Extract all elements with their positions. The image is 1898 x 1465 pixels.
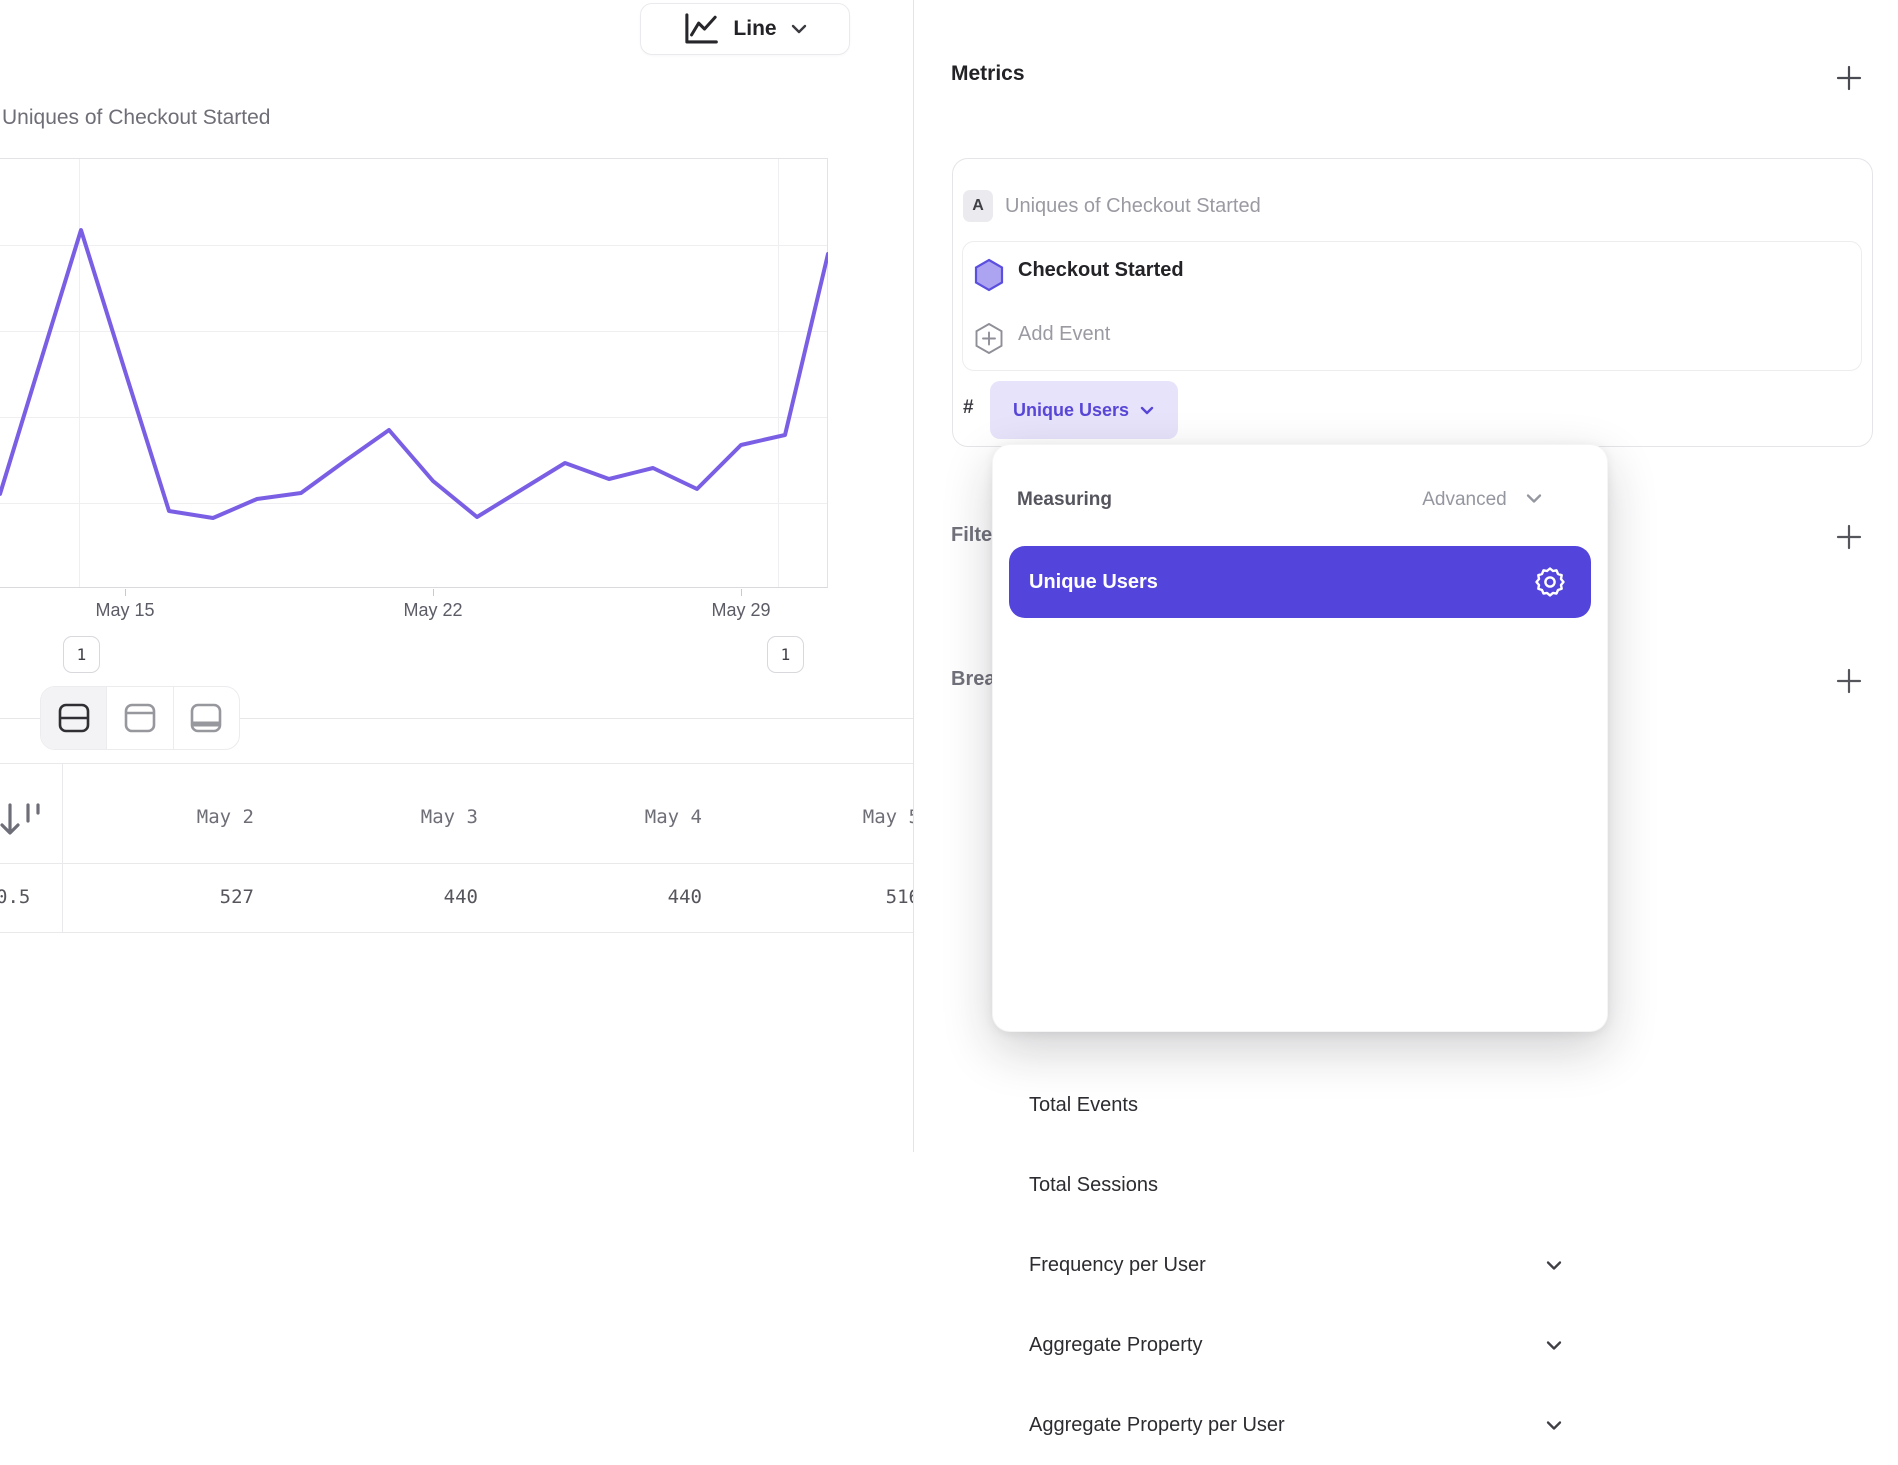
chevron-down-icon <box>1544 1259 1564 1272</box>
chevron-down-icon <box>1544 1419 1564 1432</box>
chart-pane: Line Uniques of Checkout Started May 15 M… <box>0 0 914 1152</box>
add-event-hexagon-plus-icon <box>974 322 1004 355</box>
x-axis-tick <box>741 589 742 596</box>
event-name[interactable]: Checkout Started <box>1018 259 1184 281</box>
x-axis-tick <box>433 589 434 596</box>
table-header-may2[interactable]: May 2 <box>196 806 254 828</box>
v-gridline <box>778 159 779 587</box>
table-header-may4[interactable]: May 4 <box>644 806 702 828</box>
table-column-border <box>62 763 63 932</box>
table-row-border <box>0 932 913 933</box>
table-cell-value[interactable]: 440 <box>667 886 702 908</box>
line-chart-icon <box>681 10 721 48</box>
metrics-section-title: Metrics <box>951 62 1025 85</box>
menu-item-aggregate-property[interactable]: Aggregate Property <box>993 1305 1607 1385</box>
add-filter-button[interactable] <box>1835 523 1863 551</box>
h-gridline <box>0 417 827 418</box>
table-only-view-icon <box>190 703 222 733</box>
chevron-down-icon <box>1544 1339 1564 1352</box>
table-header-may5[interactable]: May 5 <box>862 806 913 828</box>
table-cell-value[interactable]: 516 <box>885 886 913 908</box>
chart-type-label: Line <box>733 17 777 40</box>
chart-type-button[interactable]: Line <box>640 3 850 55</box>
advanced-mode-toggle[interactable]: Advanced <box>1422 489 1544 511</box>
h-gridline <box>0 503 827 504</box>
view-toggle-chart-only[interactable] <box>107 687 174 749</box>
event-hexagon-icon <box>974 258 1004 292</box>
chart-only-view-icon <box>124 703 156 733</box>
line-chart-plot-area[interactable] <box>0 158 828 596</box>
metric-summary: Uniques of Checkout Started <box>1005 195 1261 217</box>
view-toggle-split[interactable] <box>41 687 108 749</box>
x-axis-label: May 15 <box>95 600 155 620</box>
h-gridline <box>0 331 827 332</box>
chevron-down-icon <box>1139 405 1155 416</box>
measuring-label: Measuring <box>1017 489 1113 510</box>
h-gridline <box>0 245 827 246</box>
add-event-button[interactable]: Add Event <box>1018 323 1111 345</box>
table-cell-value[interactable]: 440 <box>443 886 478 908</box>
metric-card: A Uniques of Checkout Started Checkout S… <box>952 158 1873 447</box>
add-breakdown-button[interactable] <box>1835 667 1863 695</box>
menu-item-aggregate-property-per-user[interactable]: Aggregate Property per User <box>993 1385 1607 1465</box>
table-header-border <box>0 863 913 864</box>
add-metric-button[interactable] <box>1835 64 1863 92</box>
view-toggle-table-only[interactable] <box>174 687 239 749</box>
v-gridline <box>79 159 80 587</box>
table-header-may3[interactable]: May 3 <box>420 806 478 828</box>
chevron-down-icon <box>789 22 809 36</box>
split-view-icon <box>58 703 90 733</box>
count-symbol: # <box>963 397 974 418</box>
measure-chip[interactable]: Unique Users <box>990 381 1178 439</box>
menu-item-total-events[interactable]: Total Events <box>1029 1093 1138 1116</box>
gear-icon[interactable] <box>1535 567 1565 597</box>
annotation-badge-2[interactable]: 1 <box>767 636 804 673</box>
metric-letter-badge: A <box>963 190 993 222</box>
sort-descending-icon[interactable] <box>0 802 52 840</box>
view-toggle <box>40 686 240 750</box>
x-axis-label: May 29 <box>711 600 771 620</box>
measuring-dropdown: Measuring Advanced Unique Users Total Ev… <box>992 444 1608 1436</box>
table-row-label-value: 0.5 <box>0 886 31 908</box>
chart-title: Uniques of Checkout Started <box>2 106 271 129</box>
table-cell-value[interactable]: 527 <box>219 886 254 908</box>
x-axis-label: May 22 <box>403 600 463 620</box>
annotation-badge-1[interactable]: 1 <box>63 636 100 673</box>
menu-item-unique-users-selected[interactable]: Unique Users <box>1009 546 1591 618</box>
measure-chip-label: Unique Users <box>1012 399 1130 420</box>
x-axis-tick <box>125 589 126 596</box>
chevron-down-icon <box>1524 492 1544 505</box>
line-series[interactable] <box>0 228 828 520</box>
menu-item-total-sessions[interactable]: Total Sessions <box>1029 1173 1158 1196</box>
section-divider <box>0 718 913 719</box>
event-box: Checkout Started Add Event <box>962 241 1862 371</box>
table-top-border <box>0 763 913 764</box>
menu-item-frequency-per-user[interactable]: Frequency per User <box>993 1225 1607 1305</box>
